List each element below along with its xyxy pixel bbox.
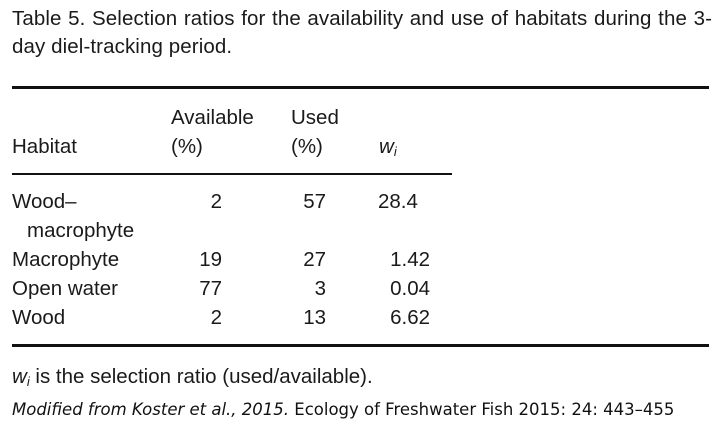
source-citation: Modified from Koster et al., 2015. Ecolo… (12, 398, 674, 422)
row-3-available: 77 (199, 277, 222, 300)
header-habitat: Habitat (12, 135, 77, 158)
row-4-habitat: Wood (12, 306, 66, 329)
row-2-available: 19 (199, 248, 222, 271)
header-available-line2: (%) (171, 135, 203, 158)
table-header-rule (12, 173, 452, 175)
row-1-wi: 28.4 (378, 190, 418, 213)
header-used-line2: (%) (291, 135, 323, 158)
row-2-used: 27 (303, 248, 326, 271)
row-1-habitat-line2: macrophyte (27, 219, 135, 242)
row-3-used: 3 (314, 277, 326, 300)
row-3-habitat: Open water (12, 277, 118, 300)
source-rest: Ecology of Freshwater Fish 2015: 24: 443… (289, 400, 675, 419)
footnote-w-symbol: w (12, 365, 27, 388)
row-1-habitat-line1: Wood– (12, 190, 77, 213)
row-2-wi: 1.42 (390, 248, 430, 271)
row-2-habitat: Macrophyte (12, 248, 120, 271)
table-top-rule (12, 86, 709, 89)
table-footnote: wi is the selection ratio (used/availabl… (12, 363, 373, 391)
row-1-available: 2 (210, 190, 222, 213)
row-4-wi: 6.62 (390, 306, 430, 329)
table-caption: Table 5. Selection ratios for the availa… (12, 7, 712, 58)
header-available-line1: Available (171, 106, 254, 129)
header-w-subscript: i (393, 144, 397, 159)
footnote-w-subscript: i (26, 374, 30, 389)
row-3-wi: 0.04 (390, 277, 430, 300)
header-w-symbol: w (379, 135, 394, 158)
footnote-text: is the selection ratio (used/available). (29, 365, 373, 388)
row-1-used: 57 (303, 190, 326, 213)
header-selection-ratio: wi (379, 132, 397, 161)
row-4-used: 13 (303, 306, 326, 329)
row-4-available: 2 (210, 306, 222, 329)
header-used-line1: Used (291, 106, 339, 129)
table-bottom-rule (12, 344, 709, 347)
source-italic-part: Modified from Koster et al., 2015. (12, 400, 290, 419)
